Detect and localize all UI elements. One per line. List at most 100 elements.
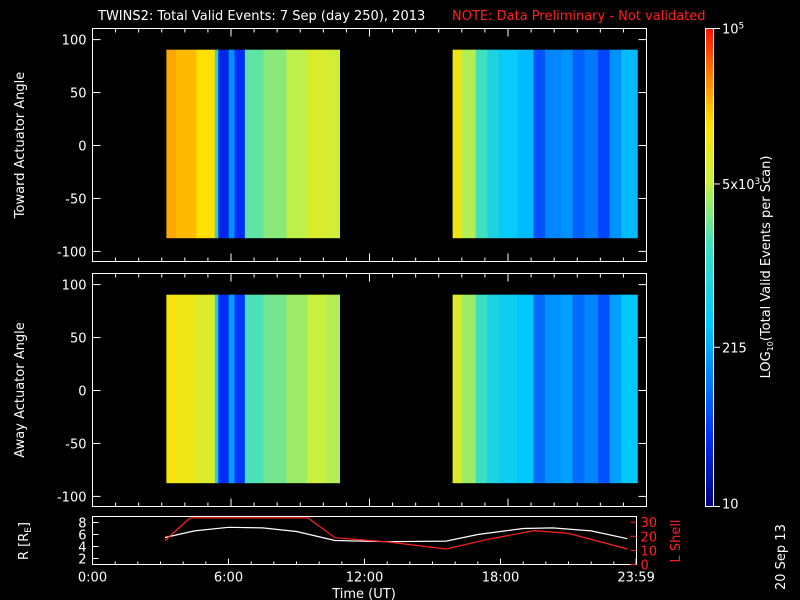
ephemeris-lines — [164, 517, 628, 550]
lshell-tick-label: 0 — [641, 559, 649, 574]
y-tick-label: 50 — [70, 332, 87, 347]
r-tick-label: 6 — [78, 529, 86, 544]
heatmap-column — [517, 49, 534, 239]
y-tick-label: 100 — [62, 279, 87, 294]
heatmap-column — [263, 49, 287, 239]
heatmap-column — [214, 294, 219, 484]
heatmap-column — [286, 49, 308, 239]
heatmap-column — [452, 49, 463, 239]
heatmap-column — [621, 49, 638, 239]
heatmap-column — [475, 294, 488, 484]
heatmap-column — [325, 294, 340, 484]
colorbar-title: LOG10(Total Valid Events per Scan) — [759, 156, 775, 379]
heatmap-column — [498, 294, 518, 484]
y-tick-label: -50 — [65, 437, 86, 452]
heatmap-column — [621, 294, 638, 484]
heatmap-column — [598, 49, 611, 239]
heatmap-column — [461, 294, 477, 484]
r-tick-label: 8 — [78, 517, 86, 532]
y-tick-label: 50 — [70, 87, 87, 102]
heatmap-column — [452, 294, 463, 484]
title-main: TWINS2: Total Valid Events: 7 Sep (day 2… — [97, 9, 425, 24]
away-heatmap-columns — [166, 294, 638, 484]
heatmap-column — [234, 49, 246, 239]
heatmap-column — [487, 294, 500, 484]
heatmap-column — [166, 294, 177, 484]
heatmap-column — [244, 294, 264, 484]
r-tick-label: 4 — [78, 541, 86, 556]
time-axis-label: Time (UT) — [331, 587, 396, 600]
title-note: NOTE: Data Preliminary - Not validated — [452, 9, 706, 24]
heatmap-column — [228, 49, 235, 239]
colorbar-tick-label: 5x103 — [722, 177, 760, 193]
heatmap-column — [234, 294, 246, 484]
heatmap-column — [461, 49, 477, 239]
heatmap-column — [517, 294, 534, 484]
toward-heatmap-columns — [166, 49, 638, 239]
heatmap-column — [584, 49, 599, 239]
away-panel: 100 50 0 -50 -100 Away Actuator Angle — [13, 273, 647, 507]
heatmap-column — [572, 49, 585, 239]
heatmap-column — [196, 294, 216, 484]
colorbar-tick-label: 215 — [722, 341, 747, 356]
heatmap-column — [244, 49, 264, 239]
toward-y-ticks: 100 50 0 -50 -100 — [57, 28, 647, 262]
heatmap-column — [533, 294, 546, 484]
x-tick-label: 12:00 — [346, 571, 383, 586]
colorbar-ticks: 10 215 5x103 105 — [713, 22, 760, 513]
y-tick-label: -100 — [57, 245, 87, 260]
heatmap-column — [533, 49, 546, 239]
lshell-tick-label: 20 — [641, 530, 658, 545]
r-axis-label: R [RE] — [17, 522, 34, 560]
heatmap-column — [175, 294, 197, 484]
heatmap-column — [325, 49, 340, 239]
y-tick-label: 0 — [78, 385, 86, 400]
heatmap-column — [218, 49, 230, 239]
heatmap-column — [166, 49, 177, 239]
colorbar-tick-label: 105 — [722, 22, 744, 38]
lshell-tick-label: 30 — [641, 516, 658, 531]
away-ylabel: Away Actuator Angle — [13, 322, 28, 457]
heatmap-column — [609, 49, 622, 239]
heatmap-column — [475, 49, 488, 239]
colorbar-gradient — [705, 28, 714, 507]
heatmap-column — [175, 49, 197, 239]
heatmap-column — [598, 294, 611, 484]
heatmap-column — [584, 294, 599, 484]
heatmap-column — [307, 49, 327, 239]
away-y-ticks: 100 50 0 -50 -100 — [57, 273, 647, 507]
lshell-tick-label: 10 — [641, 544, 658, 559]
y-tick-label: 0 — [78, 140, 86, 155]
heatmap-column — [196, 49, 216, 239]
lshell-series-line — [164, 517, 628, 550]
heatmap-column — [218, 294, 230, 484]
heatmap-column — [544, 49, 562, 239]
x-tick-label: 18:00 — [482, 571, 519, 586]
heatmap-column — [487, 49, 500, 239]
colorbar-tick-label: 10 — [722, 498, 739, 513]
lshell-axis-label: L Shell — [669, 519, 684, 562]
heatmap-column — [561, 49, 574, 239]
r-tick-label: 2 — [78, 553, 86, 568]
heatmap-column — [572, 294, 585, 484]
x-tick-label: 23:59 — [617, 571, 654, 586]
heatmap-column — [286, 294, 308, 484]
heatmap-column — [609, 294, 622, 484]
y-tick-label: -100 — [57, 490, 87, 505]
heatmap-column — [561, 294, 574, 484]
x-tick-label: 6:00 — [214, 571, 243, 586]
heatmap-column — [263, 294, 287, 484]
y-tick-label: 100 — [62, 34, 87, 49]
heatmap-column — [307, 294, 327, 484]
date-stamp: 20 Sep 13 — [774, 524, 789, 590]
toward-panel: 100 50 0 -50 -100 Toward Actuator Angle — [13, 28, 647, 262]
x-tick-label: 0:00 — [78, 571, 107, 586]
y-tick-label: -50 — [65, 192, 86, 207]
heatmap-column — [214, 49, 219, 239]
heatmap-column — [228, 294, 235, 484]
heatmap-column — [498, 49, 518, 239]
toward-ylabel: Toward Actuator Angle — [13, 72, 28, 219]
